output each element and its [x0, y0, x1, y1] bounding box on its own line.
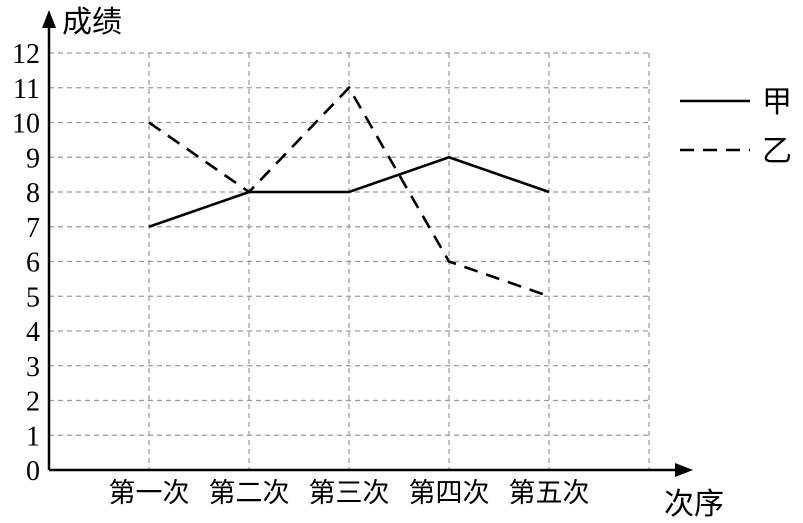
- x-tick-label: 第一次: [109, 478, 190, 509]
- y-tick-label: 4: [26, 317, 40, 348]
- y-tick-label: 8: [26, 178, 40, 209]
- x-tick-label: 第二次: [209, 478, 290, 509]
- y-axis-title: 成绩: [62, 5, 122, 40]
- series-line-jia: [148, 155, 550, 228]
- y-tick-label: 5: [26, 282, 40, 313]
- y-tick-label: 7: [26, 213, 40, 244]
- y-tick-label: 9: [26, 143, 40, 174]
- series-line-yi: [148, 85, 550, 298]
- series-lines: [148, 85, 550, 298]
- legend: 甲 乙: [680, 85, 792, 169]
- x-tick-label: 第五次: [509, 478, 590, 509]
- y-tick-label: 1: [26, 421, 40, 452]
- y-tick-label: 3: [26, 352, 40, 383]
- x-tick-label: 第四次: [409, 478, 490, 509]
- x-tick-label: 第三次: [309, 478, 390, 509]
- y-tick-label: 10: [12, 109, 40, 140]
- legend-label-yi: 乙: [762, 134, 792, 169]
- legend-label-jia: 甲: [762, 85, 792, 120]
- x-tick-labels: 第一次 第二次 第三次 第四次 第五次: [109, 478, 590, 509]
- y-tick-label: 2: [26, 387, 40, 418]
- y-tick-label: 11: [13, 74, 40, 105]
- x-axis-arrow: [675, 463, 693, 477]
- axes: 成绩 次序: [42, 5, 724, 522]
- y-tick-label: 0: [26, 456, 40, 487]
- x-axis-title: 次序: [664, 487, 724, 522]
- y-tick-label: 6: [26, 248, 40, 279]
- grid: [49, 52, 650, 470]
- y-tick-label: 12: [12, 39, 40, 70]
- y-axis-arrow: [42, 10, 56, 28]
